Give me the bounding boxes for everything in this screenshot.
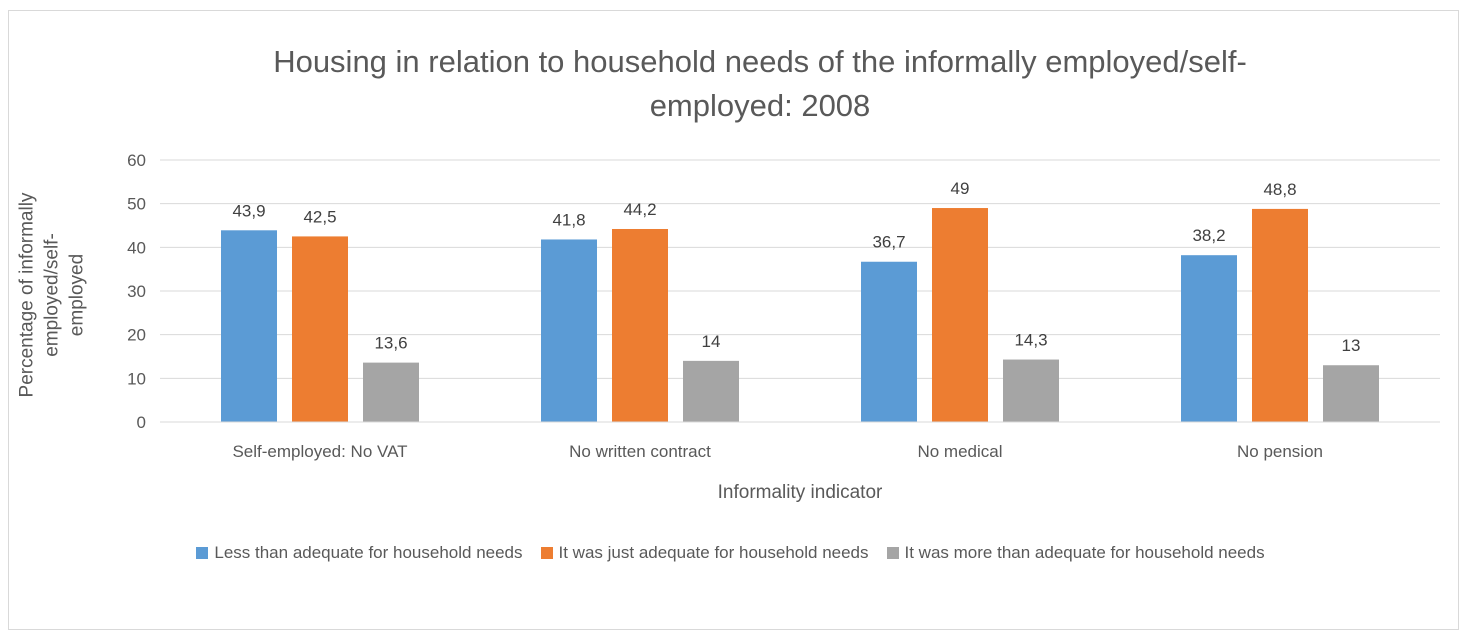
bar xyxy=(292,236,348,422)
data-label: 13 xyxy=(1342,336,1361,355)
data-label: 14,3 xyxy=(1014,331,1047,350)
bar xyxy=(683,360,739,422)
bar xyxy=(1181,255,1237,422)
data-label: 36,7 xyxy=(872,233,905,252)
chart-title: Housing in relation to household needs o… xyxy=(140,40,1380,128)
x-tick-label: No written contract xyxy=(569,442,711,461)
y-tick-label: 10 xyxy=(127,369,146,388)
x-tick-label: No pension xyxy=(1237,442,1323,461)
data-label: 49 xyxy=(951,179,970,198)
y-tick-label: 30 xyxy=(127,282,146,301)
legend-item: Less than adequate for household needs xyxy=(196,543,523,563)
bar xyxy=(1003,359,1059,422)
data-label: 44,2 xyxy=(623,200,656,219)
y-tick-label: 50 xyxy=(127,195,146,214)
legend-swatch xyxy=(886,547,899,559)
chart-legend: Less than adequate for household needs It… xyxy=(0,543,1461,563)
data-label: 48,8 xyxy=(1263,180,1296,199)
chart-title-line-2: employed: 2008 xyxy=(649,88,871,123)
legend-swatch xyxy=(196,547,209,559)
x-tick-label: Self-employed: No VAT xyxy=(232,442,407,461)
y-tick-label: 20 xyxy=(127,326,146,345)
legend-label: It was just adequate for household needs xyxy=(558,543,869,562)
bar xyxy=(1323,365,1379,422)
bar xyxy=(861,261,917,422)
y-tick-label: 40 xyxy=(127,238,146,257)
legend-swatch xyxy=(540,547,553,559)
x-axis-title: Informality indicator xyxy=(717,482,883,503)
legend-item: It was just adequate for household needs xyxy=(540,543,869,563)
data-label: 43,9 xyxy=(232,201,265,220)
data-label: 14 xyxy=(702,332,721,351)
data-label: 41,8 xyxy=(552,210,585,229)
x-tick-label: No medical xyxy=(917,442,1002,461)
data-label: 42,5 xyxy=(303,207,336,226)
legend-label: It was more than adequate for household … xyxy=(904,543,1265,562)
bar xyxy=(221,230,277,422)
y-tick-label: 0 xyxy=(137,413,146,432)
bar xyxy=(932,208,988,422)
chart-title-line-1: Housing in relation to household needs o… xyxy=(273,44,1247,79)
legend-label: Less than adequate for household needs xyxy=(214,543,523,562)
bar xyxy=(541,239,597,422)
legend-item: It was more than adequate for household … xyxy=(886,543,1265,563)
data-label: 13,6 xyxy=(374,334,407,353)
y-tick-label: 60 xyxy=(127,151,146,170)
bar xyxy=(1252,208,1308,422)
bar xyxy=(612,228,668,422)
bar xyxy=(363,362,419,422)
data-label: 38,2 xyxy=(1192,226,1225,245)
